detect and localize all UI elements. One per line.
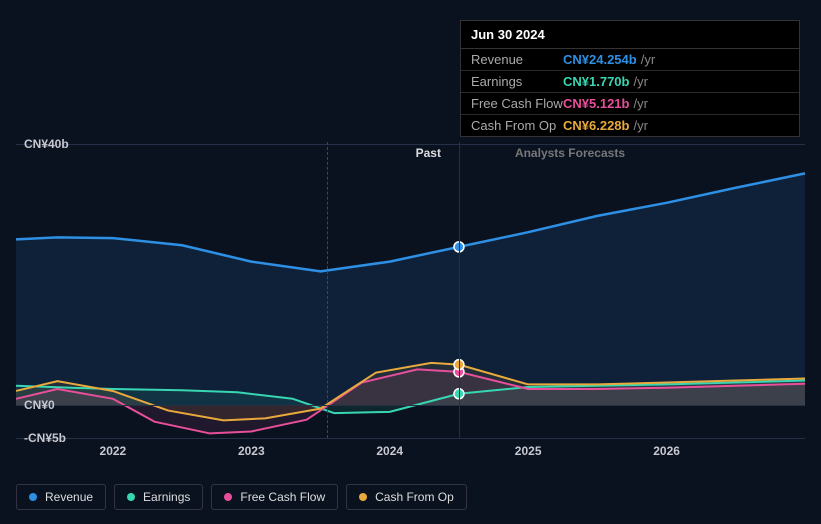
tooltip-row: EarningsCN¥1.770b/yr [461,71,799,93]
legend-swatch [127,493,135,501]
legend-label: Free Cash Flow [240,490,325,504]
hover-tooltip: Jun 30 2024 RevenueCN¥24.254b/yrEarnings… [460,20,800,137]
tooltip-row: Cash From OpCN¥6.228b/yr [461,115,799,136]
tooltip-series-value: CN¥6.228b [563,118,629,133]
x-axis-label: 2023 [238,444,265,458]
tooltip-unit: /yr [641,52,655,67]
chart-container: Past Analysts Forecasts -CN¥5bCN¥0CN¥40b… [16,118,805,458]
x-axis-label: 2025 [515,444,542,458]
tooltip-unit: /yr [633,74,647,89]
plot-area[interactable] [16,144,805,438]
tooltip-title: Jun 30 2024 [461,21,799,49]
chart-svg [16,144,805,438]
gridline [16,405,805,406]
tooltip-series-value: CN¥5.121b [563,96,629,111]
tooltip-series-name: Revenue [471,52,563,67]
cursor-line [459,142,460,438]
legend: Revenue Earnings Free Cash Flow Cash From O… [16,484,467,510]
legend-swatch [224,493,232,501]
tooltip-series-name: Free Cash Flow [471,96,563,111]
legend-label: Earnings [143,490,190,504]
legend-swatch [29,493,37,501]
gridline [16,438,805,439]
tooltip-series-name: Cash From Op [471,118,563,133]
legend-swatch [359,493,367,501]
y-axis-label: CN¥0 [24,398,55,412]
y-axis-label: CN¥40b [24,137,69,151]
tooltip-unit: /yr [633,118,647,133]
legend-item-revenue[interactable]: Revenue [16,484,106,510]
legend-item-cfo[interactable]: Cash From Op [346,484,467,510]
gridline [16,144,805,145]
tooltip-series-name: Earnings [471,74,563,89]
past-forecast-divider [327,142,328,438]
legend-label: Cash From Op [375,490,454,504]
tooltip-series-value: CN¥24.254b [563,52,637,67]
legend-item-earnings[interactable]: Earnings [114,484,203,510]
tooltip-row: RevenueCN¥24.254b/yr [461,49,799,71]
tooltip-row: Free Cash FlowCN¥5.121b/yr [461,93,799,115]
legend-item-fcf[interactable]: Free Cash Flow [211,484,338,510]
y-axis-label: -CN¥5b [24,431,66,445]
legend-label: Revenue [45,490,93,504]
x-axis-label: 2026 [653,444,680,458]
tooltip-unit: /yr [633,96,647,111]
x-axis-label: 2024 [376,444,403,458]
x-axis-label: 2022 [100,444,127,458]
tooltip-series-value: CN¥1.770b [563,74,629,89]
